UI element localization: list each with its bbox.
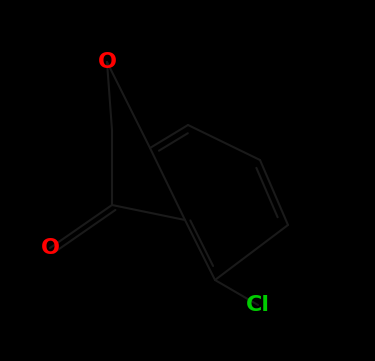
Text: O: O	[98, 52, 117, 72]
Text: Cl: Cl	[246, 295, 270, 315]
Text: O: O	[40, 238, 60, 258]
